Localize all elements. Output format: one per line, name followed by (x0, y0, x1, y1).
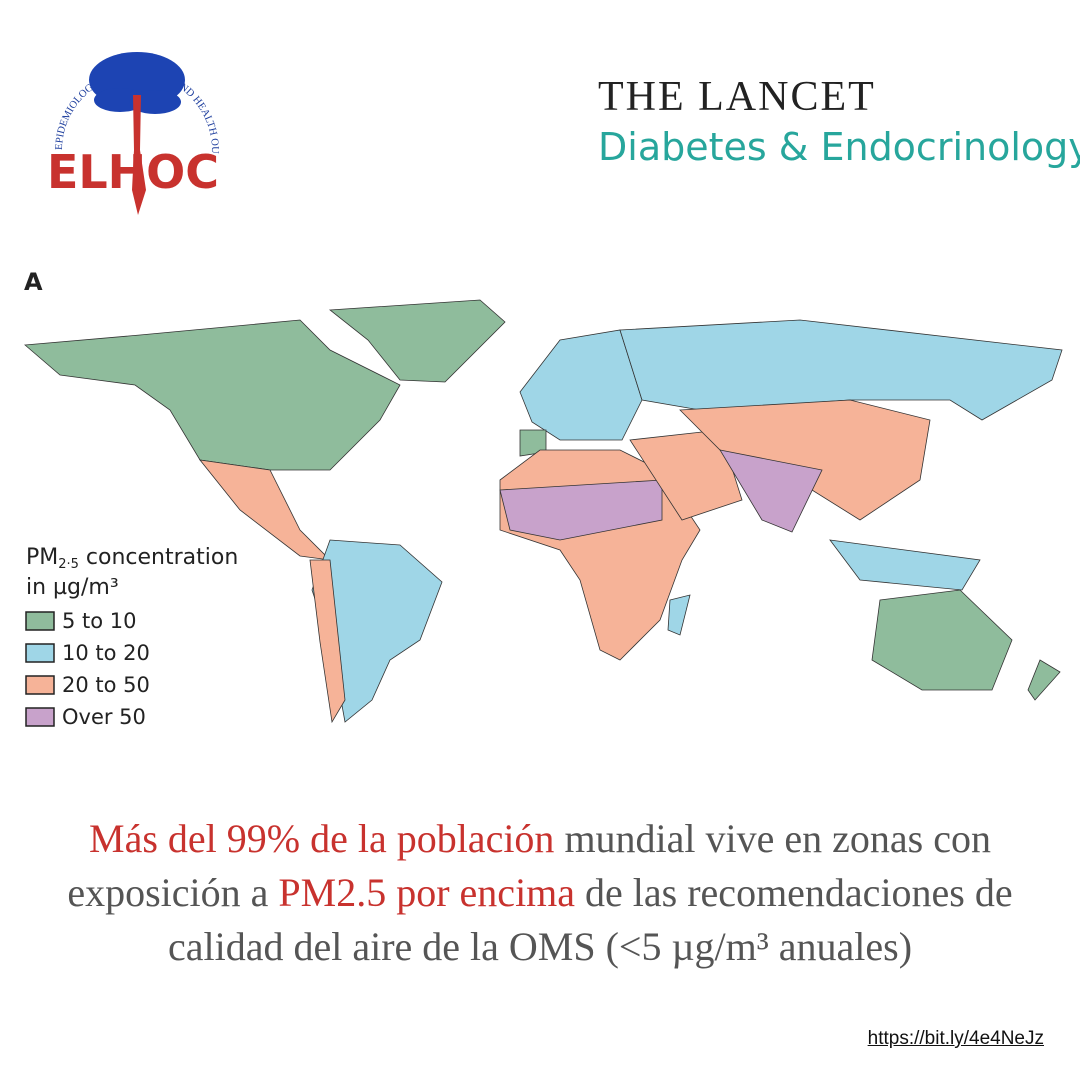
map (24, 299, 1063, 724)
legend-label: 5 to 10 (62, 609, 137, 633)
country-region (328, 299, 506, 383)
country-region (629, 429, 743, 521)
legend-swatch (25, 675, 55, 695)
link[interactable]: https://bit.ly/4e4NeJz (867, 1028, 1044, 1049)
journal-title: THE LANCET (598, 74, 876, 120)
legend-title-main: PM (26, 545, 58, 570)
country-region (829, 539, 981, 591)
country-region (871, 589, 1013, 691)
legend-swatch (25, 611, 55, 631)
legend-label: 10 to 20 (62, 641, 150, 665)
country-region (24, 319, 401, 471)
country-region (619, 319, 1063, 421)
caption-highlight: Más del 99% de la población (89, 816, 555, 861)
legend-title: PM2·5 concentration (26, 545, 238, 572)
tree-trunk (132, 95, 146, 215)
caption-highlight: PM2.5 por encima (278, 870, 576, 915)
caption-text: mundial vive en zonas con exposición a (67, 816, 991, 915)
legend-swatch (25, 707, 55, 727)
country-region (1027, 659, 1061, 701)
country-region (519, 329, 643, 441)
legend-label: 20 to 50 (62, 673, 150, 697)
legend-title-sub: 2·5 (58, 557, 79, 572)
legend-title-rest: concentration (79, 545, 238, 570)
legend: 5 to 10 10 to 20 20 to 50 Over 50 (25, 609, 150, 729)
legend-swatch (25, 643, 55, 663)
country-region (719, 449, 823, 533)
country-region (667, 594, 691, 636)
country-region (309, 559, 346, 724)
caption-text: de las recomendaciones de calidad del ai… (167, 870, 1013, 969)
country-region (499, 479, 663, 541)
legend-label: Over 50 (62, 705, 146, 729)
legend-title-line2: in µg/m³ (26, 575, 119, 600)
tree-crown (129, 90, 181, 114)
caption: Más del 99% de la población mundial vive… (40, 812, 1040, 974)
journal-subtitle: Diabetes & Endocrinology (598, 125, 1080, 169)
logo-name: ELHOC (47, 145, 219, 199)
graphic: EPIDEMIOLOGY OF LIFESTYLE AND HEALTH OUT… (0, 0, 1080, 729)
panel-label: A (24, 268, 43, 296)
logo: EPIDEMIOLOGY OF LIFESTYLE AND HEALTH OUT… (0, 0, 220, 215)
